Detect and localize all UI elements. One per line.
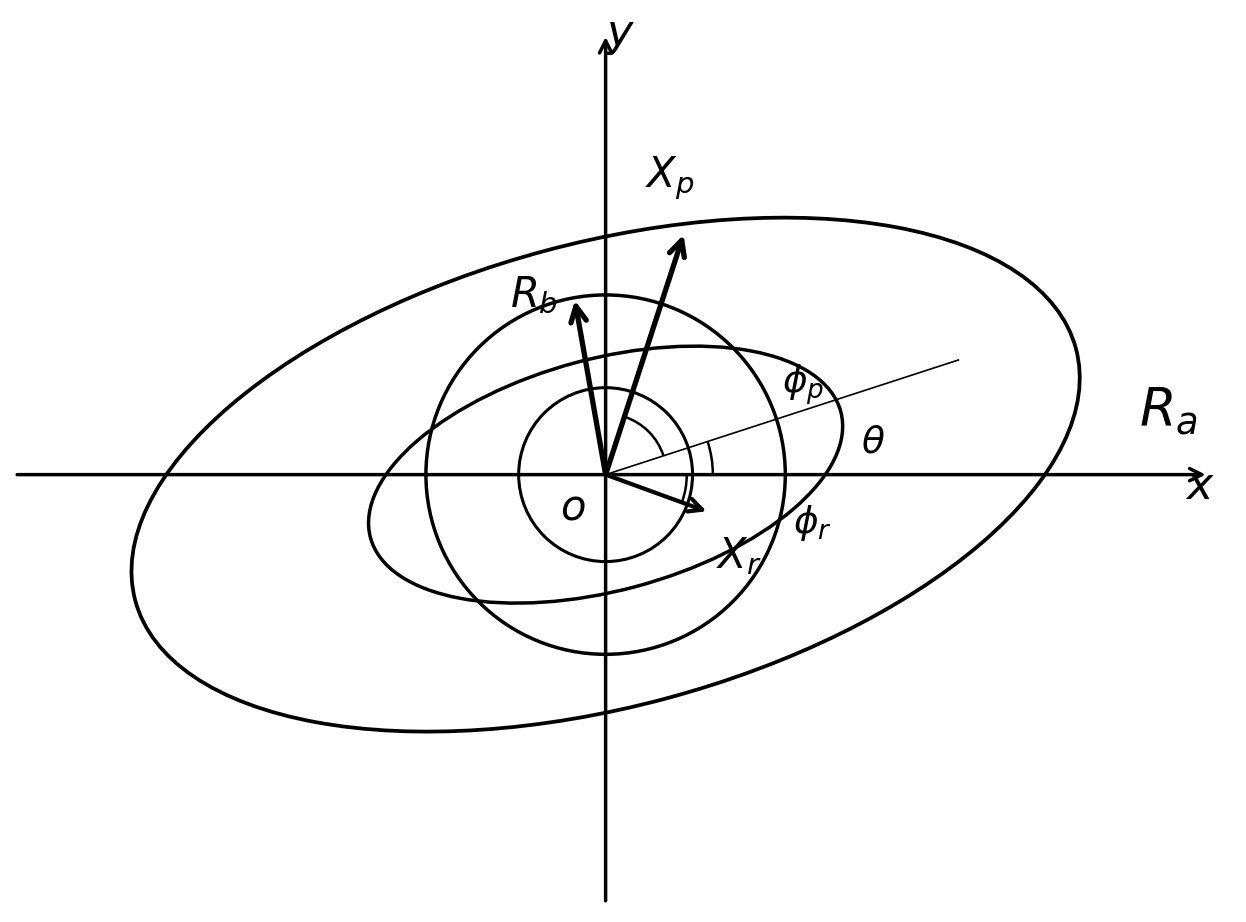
Text: $y$: $y$ xyxy=(604,14,634,57)
Text: $R_b$: $R_b$ xyxy=(510,274,558,316)
Text: $\theta$: $\theta$ xyxy=(861,424,885,460)
Text: $\phi_r$: $\phi_r$ xyxy=(794,503,832,543)
Text: $o$: $o$ xyxy=(561,486,586,528)
Text: $X_r$: $X_r$ xyxy=(715,535,761,577)
Text: $x$: $x$ xyxy=(1185,465,1215,508)
Text: $\phi_p$: $\phi_p$ xyxy=(781,361,824,407)
Text: $R_a$: $R_a$ xyxy=(1139,385,1197,436)
Text: $X_p$: $X_p$ xyxy=(644,155,694,202)
